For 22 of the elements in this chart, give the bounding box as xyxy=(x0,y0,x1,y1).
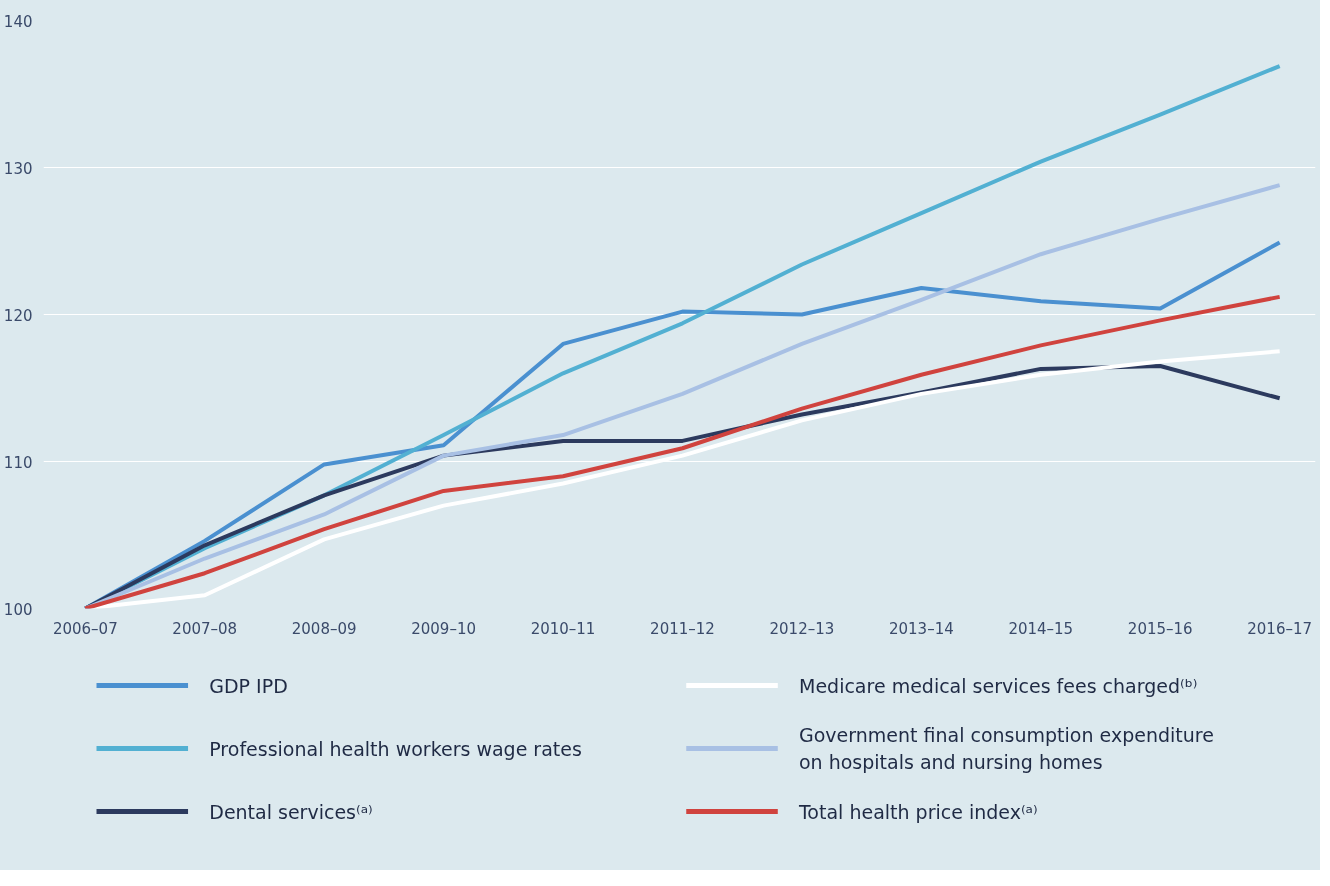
x-tick-label: 2016–17 xyxy=(1247,619,1313,638)
x-tick-label: 2014–15 xyxy=(1008,619,1074,638)
x-tick-label: 2011–12 xyxy=(650,619,715,638)
legend-label: Dental services⁽ᵃ⁾ xyxy=(209,800,373,823)
x-tick-label: 2006–07 xyxy=(52,619,118,638)
y-tick-label: 120 xyxy=(3,306,33,325)
x-tick-label: 2009–10 xyxy=(411,619,476,638)
x-tick-label: 2012–13 xyxy=(769,619,835,638)
legend-label: Total health price index⁽ᵃ⁾ xyxy=(797,800,1038,823)
legend-label: GDP IPD xyxy=(209,674,288,697)
legend-label: Professional health workers wage rates xyxy=(209,737,582,760)
y-tick-label: 140 xyxy=(3,12,33,31)
x-tick-label: 2013–14 xyxy=(888,619,954,638)
y-tick-label: 100 xyxy=(3,600,33,619)
y-tick-label: 130 xyxy=(3,159,33,178)
x-tick-label: 2007–08 xyxy=(172,619,238,638)
x-tick-label: 2015–16 xyxy=(1127,619,1193,638)
x-tick-label: 2010–11 xyxy=(530,619,596,638)
legend-label: Medicare medical services fees charged⁽ᵇ⁾ xyxy=(798,674,1198,697)
y-tick-label: 110 xyxy=(3,453,33,472)
x-tick-label: 2008–09 xyxy=(291,619,357,638)
legend-label: Government final consumption expenditure on hospitals and nursing homes xyxy=(798,724,1214,773)
